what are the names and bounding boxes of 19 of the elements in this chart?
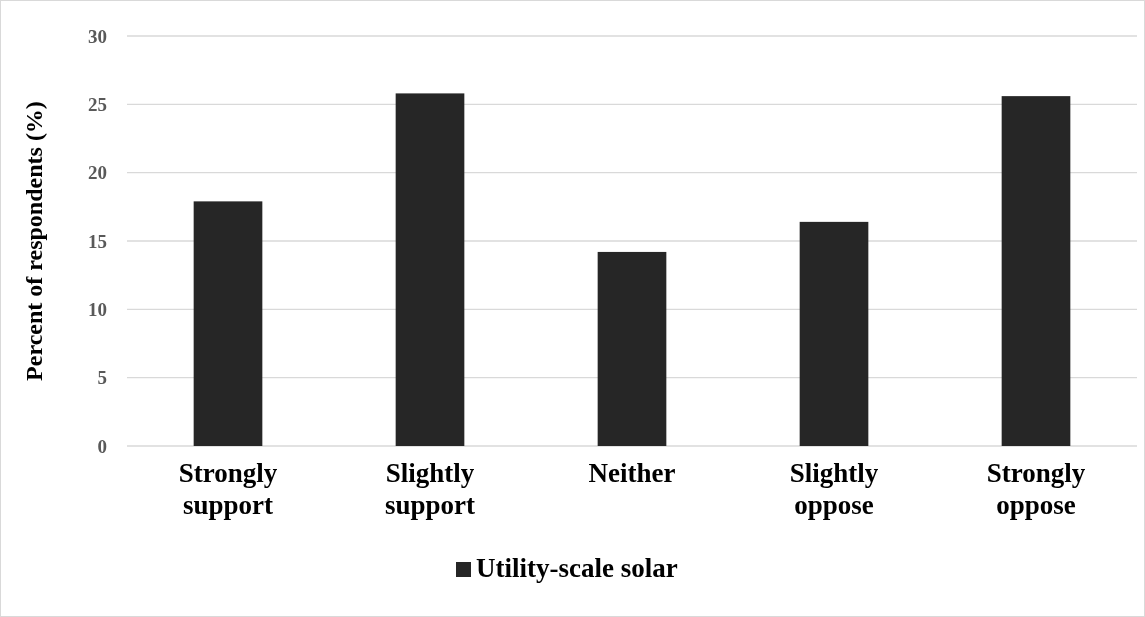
y-tick-label: 30 (88, 25, 107, 47)
bar (1001, 96, 1071, 446)
bar (597, 251, 667, 446)
legend-label: Utility-scale solar (476, 553, 678, 583)
bar (799, 221, 869, 446)
y-tick-label: 20 (88, 162, 107, 184)
x-tick-label: Strongly oppose (986, 458, 1086, 520)
x-tick-label: Neither (588, 458, 676, 488)
y-tick-label: 15 (88, 230, 107, 252)
x-tick-label: Slightly oppose (789, 458, 879, 520)
bar (395, 93, 465, 446)
y-tick-label: 25 (88, 93, 107, 115)
y-tick-label: 5 (97, 367, 107, 389)
y-tick-label: 0 (97, 435, 107, 457)
y-axis-title: Percent of respondents (%) (21, 101, 47, 381)
bar (193, 201, 263, 446)
x-tick-label: Strongly support (178, 458, 278, 520)
x-tick-label: Slightly support (384, 458, 476, 520)
y-tick-label: 10 (88, 298, 107, 320)
